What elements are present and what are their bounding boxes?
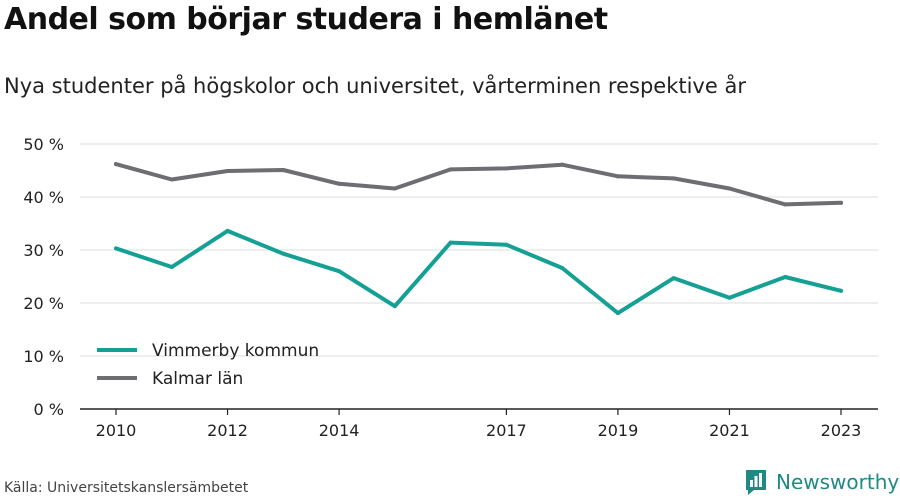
brand-name: Newsworthy: [776, 470, 900, 494]
y-tick-label: 10 %: [23, 347, 64, 366]
data-point: [281, 251, 286, 256]
chart-title: Andel som börjar studera i hemlänet: [4, 2, 608, 37]
x-tick-label: 2023: [821, 421, 862, 440]
data-series: [114, 162, 843, 316]
data-point: [783, 275, 788, 280]
data-point: [281, 167, 286, 172]
data-point: [504, 242, 509, 247]
x-axis: 2010 2012 2014 2017 2019 2021 2023: [80, 408, 878, 440]
data-point: [337, 269, 342, 274]
data-point: [448, 167, 453, 172]
legend-label: Vimmerby kommun: [152, 341, 319, 361]
data-point: [839, 200, 843, 205]
data-point: [615, 174, 620, 179]
data-point: [392, 186, 397, 191]
y-tick-label: 50 %: [23, 135, 64, 154]
line-chart: 0 % 10 % 20 % 30 % 40 % 50 % 2010 2012 2014 2017…: [23, 135, 878, 440]
data-point: [839, 288, 843, 293]
data-point: [560, 266, 565, 271]
grid-lines: [80, 143, 878, 357]
data-point: [727, 186, 732, 191]
data-point: [169, 177, 174, 182]
series-line: [114, 162, 843, 207]
x-tick-label: 2014: [319, 421, 360, 440]
data-point: [671, 176, 676, 181]
data-point: [169, 264, 174, 269]
chart-subtitle: Nya studenter på högskolor och universit…: [4, 74, 746, 98]
source-note: Källa: Universitetskanslersämbetet: [4, 480, 249, 496]
data-point: [615, 311, 620, 316]
data-point: [225, 169, 230, 174]
data-point: [392, 304, 397, 309]
data-point: [671, 276, 676, 281]
x-tick-label: 2017: [486, 421, 527, 440]
y-tick-label: 0 %: [34, 400, 64, 419]
x-tick-label: 2012: [207, 421, 248, 440]
series-line: [114, 228, 843, 316]
data-point: [560, 162, 565, 167]
newsworthy-logo-icon: [746, 470, 766, 495]
data-point: [727, 295, 732, 300]
legend: Vimmerby kommun Kalmar län: [97, 341, 319, 389]
data-point: [114, 162, 118, 167]
data-point: [448, 240, 453, 245]
data-point: [783, 202, 788, 207]
data-point: [337, 181, 342, 186]
legend-label: Kalmar län: [152, 369, 243, 389]
data-point: [225, 228, 230, 233]
x-tick-label: 2010: [96, 421, 137, 440]
x-tick-label: 2019: [598, 421, 639, 440]
y-axis-ticks: 0 % 10 % 20 % 30 % 40 % 50 %: [23, 135, 64, 419]
data-point: [114, 246, 118, 251]
y-tick-label: 40 %: [23, 188, 64, 207]
y-tick-label: 30 %: [23, 241, 64, 260]
y-tick-label: 20 %: [23, 294, 64, 313]
brand-logo: Newsworthy: [744, 468, 899, 496]
x-tick-label: 2021: [709, 421, 750, 440]
data-point: [504, 166, 509, 171]
